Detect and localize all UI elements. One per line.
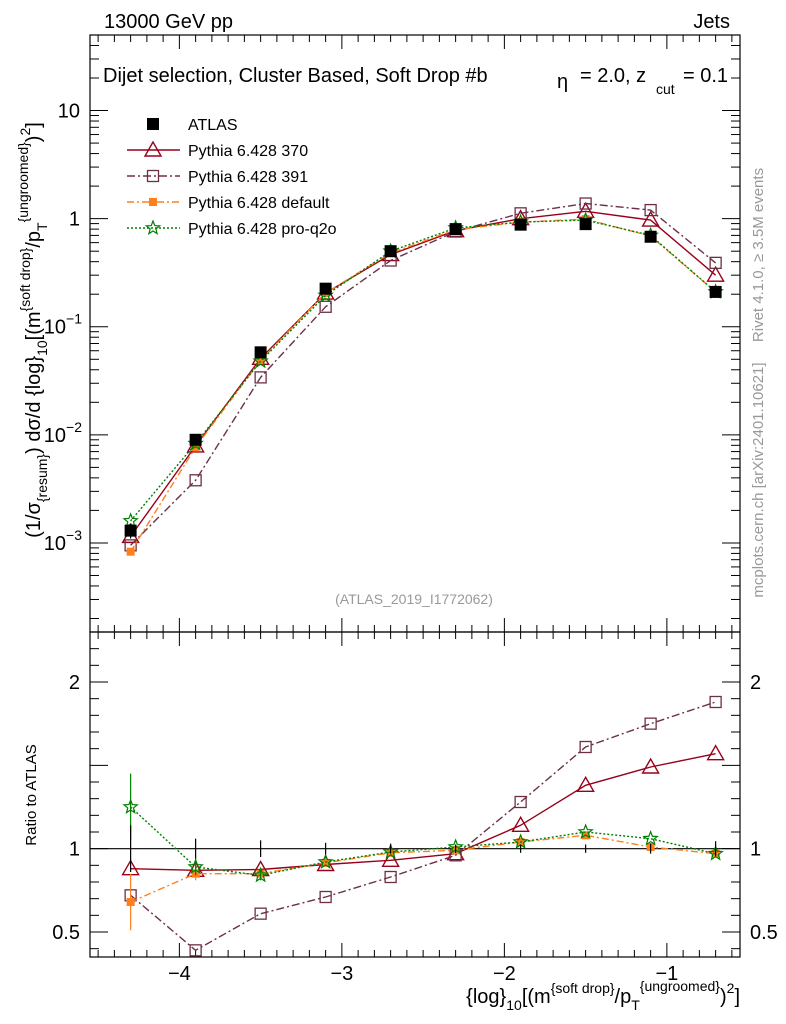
category-label: Jets [693,11,730,33]
ratio-point-pythia-6-428-391 [255,908,266,919]
main-series-group [123,198,724,556]
main-y-tick-label: 10−3 [44,527,82,555]
data-point-atlas [385,245,397,257]
ratio-point-pythia-6-428-370 [708,746,724,760]
data-point-atlas [580,218,592,230]
ratio-y-tick-label-right: 0.5 [750,922,778,944]
legend-label-pythia-6-428-default: Pythia 6.428 default [188,195,330,212]
main-y-tick-label: 10 [58,101,80,123]
energy-label: 13000 GeV pp [104,11,233,33]
data-point-atlas [125,525,137,537]
source-label: mcplots.cern.ch [arXiv:2401.10621] [750,362,767,597]
ratio-point-pythia-6-428-370 [513,817,529,831]
x-tick-label: −4 [168,963,191,985]
main-y-tick-label: 10−2 [44,419,82,447]
legend-label-pythia-6-428-391: Pythia 6.428 391 [188,169,308,186]
ratio-y-tick-label: 0.5 [52,922,80,944]
data-point-atlas [450,223,462,235]
legend-label-pythia-6-428-370: Pythia 6.428 370 [188,143,308,160]
series-line-pythia-6-428-391 [131,204,716,546]
legend-marker-atlas [147,118,159,130]
legend-label-atlas: ATLAS [188,117,238,134]
zcut-subscript: cut [656,81,675,97]
series-line-pythia-6-428-default [131,219,716,552]
data-point-atlas [190,434,202,446]
ratio-line-pythia-6-428-pro-q2o [131,807,716,875]
ratio-line-pythia-6-428-391 [131,702,716,950]
main-y-tick-label: 1 [69,209,80,231]
main-y-tick-label: 10−1 [44,311,82,339]
selection-main-text: Dijet selection, Cluster Based, Soft Dro… [103,65,488,87]
ratio-point-pythia-6-428-default [127,898,135,906]
ratio-y-tick-label: 2 [69,672,80,694]
eta-symbol: η [557,71,568,93]
data-point-pythia-6-428-default [127,548,135,556]
ratio-point-pythia-6-428-391 [645,718,656,729]
data-point-atlas [645,231,657,243]
ratio-y-tick-label: 1 [69,839,80,861]
figure: 13000 GeV pp Jets 10−310−210−1110 0.5 0.5… [0,0,786,1024]
legend-marker-pythia-6-428-default [149,198,157,206]
data-point-atlas [320,283,332,295]
legend: ATLAS Pythia 6.428 370 Pythia 6.428 391 Pyt… [127,117,337,238]
ratio-series-group [123,697,724,956]
ratio-point-pythia-6-428-pro-q2o [644,832,657,845]
ratio-y-tick-label-right: 1 [750,839,761,861]
legend-marker-pythia-6-428-370 [145,142,161,156]
data-point-atlas [710,286,722,298]
ratio-line-pythia-6-428-default [131,835,716,902]
ratio-line-pythia-6-428-370 [131,754,716,871]
ratio-plot-frame [90,632,740,957]
ratio-y-axis-label: Ratio to ATLAS [23,744,40,845]
zcut-value: = 0.1 [683,65,728,87]
data-point-atlas [515,219,527,231]
ratio-y-ticks: 0.5 0.5 1 1 2 2 [52,649,778,949]
selection-params: = 2.0, z [580,65,646,87]
selection-label: Dijet selection, Cluster Based, Soft Dro… [103,65,488,87]
x-tick-label: −3 [330,963,353,985]
beta-value: = 2.0, z [580,65,646,87]
x-tick-label: −2 [493,963,516,985]
legend-label-pythia-6-428-pro-q2o: Pythia 6.428 pro-q2o [188,221,337,238]
ratio-y-tick-label-right: 2 [750,672,761,694]
analysis-id: (ATLAS_2019_I1772062) [335,591,493,607]
main-y-axis-label: (1/σ{resum}) dσ/d {log}10[(m{soft drop}/… [15,122,50,538]
svg-text:(1/σ{resum}) dσ/d {log}10[(m{s: (1/σ{resum}) dσ/d {log}10[(m{soft drop}/… [15,122,50,538]
ratio-point-pythia-6-428-391 [710,697,721,708]
data-point-pythia-6-428-370 [708,267,724,281]
rivet-label: Rivet 4.1.0, ≥ 3.5M events [750,168,767,342]
data-point-atlas [255,346,267,358]
series-line-pythia-6-428-370 [131,211,716,536]
series-line-pythia-6-428-pro-q2o [131,220,716,521]
